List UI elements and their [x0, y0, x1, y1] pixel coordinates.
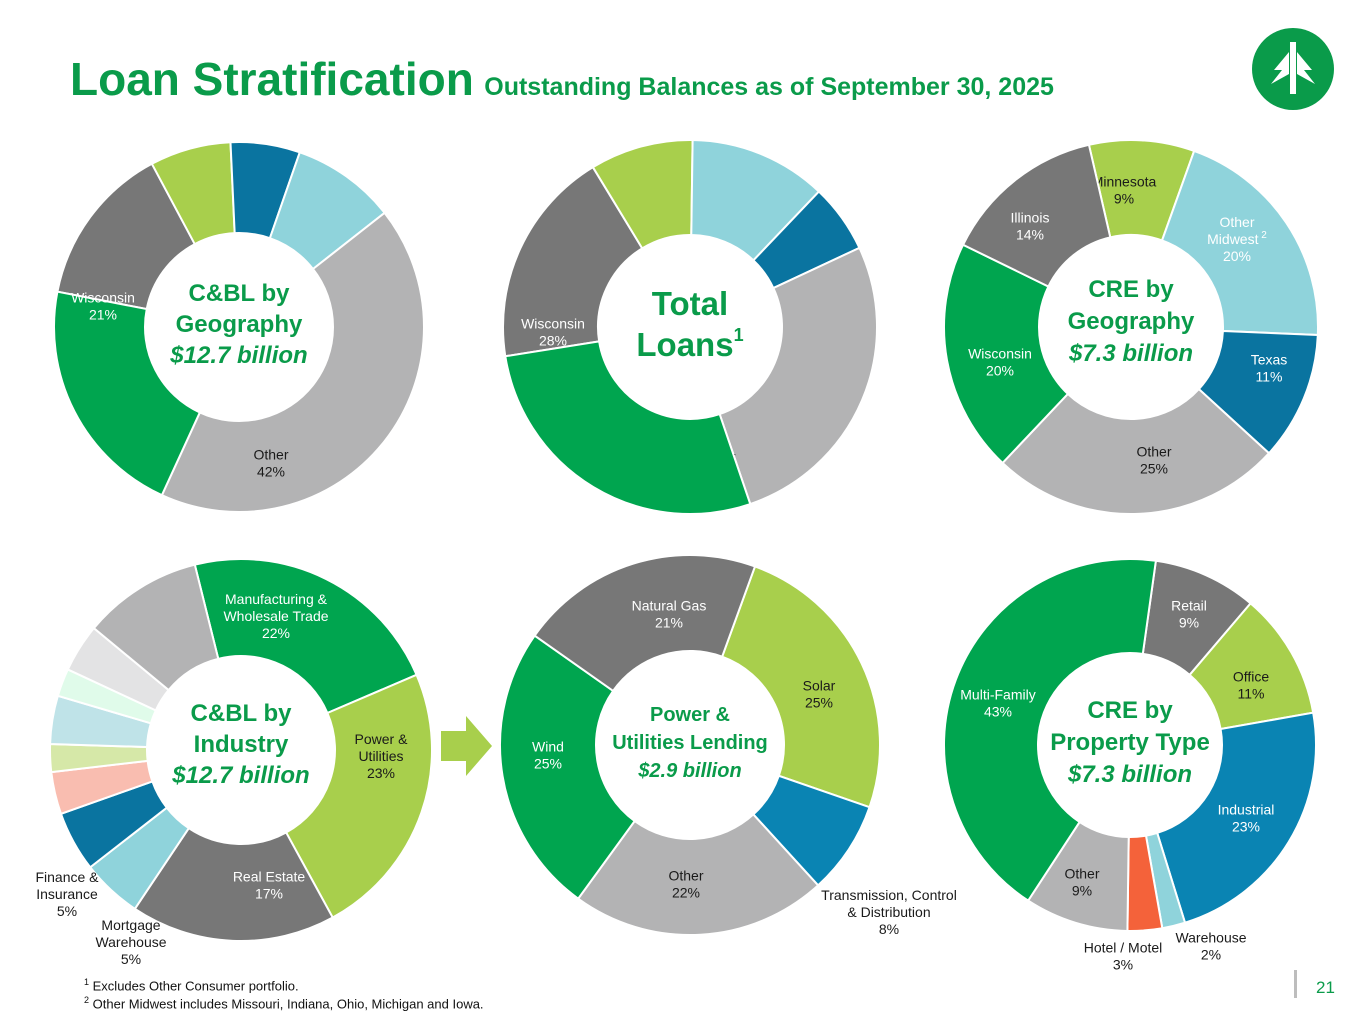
cre-property-slice-multi-family	[943, 558, 1158, 903]
cre-geo-label-minnesota: Minnesota 9%	[1092, 174, 1157, 207]
power-utilities-label-solar: Solar 25%	[803, 678, 836, 711]
cre-geo-label-other-midwest: Other Midwest 2 20%	[1207, 214, 1267, 264]
cbl-industry-slice-unlabeled-10	[92, 563, 220, 692]
power-utilities-slice-solar	[720, 565, 881, 809]
cre-geo-label-wisconsin: Wisconsin 20%	[968, 346, 1032, 379]
power-utilities-chart: Solar 25% Transmission, Control & Distribut…	[499, 554, 957, 937]
cbl-industry-slice-manufacturing-wholesale-trade	[193, 558, 418, 715]
cbl-industry-center-title: C&BL by Industry $12.7 billion	[171, 700, 309, 789]
cbl-industry-label-mortgage-warehouse: Mortgage Warehouse 5%	[95, 917, 166, 967]
title-main: Loan Stratification	[70, 53, 474, 105]
power-utilities-slice-wind	[499, 634, 637, 901]
cre-property-label-warehouse: Warehouse 2%	[1175, 930, 1246, 963]
cre-geo-slice-illinois	[961, 143, 1112, 288]
cre-property-label-hotel-motel: Hotel / Motel 3%	[1084, 940, 1163, 973]
power-utilities-label-other: Other 22%	[668, 868, 703, 901]
cre-geo-label-other: Other 25%	[1136, 444, 1171, 477]
cbl-geo-label-other: Other 42%	[253, 447, 288, 480]
power-utilities-center-title: Power & Utilities Lending $2.9 billion	[612, 704, 768, 782]
cre-geo-center-title: CRE by Geography $7.3 billion	[1068, 276, 1195, 367]
cbl-geo-chart: Illinois14%Minnesota7%Texas6%OtherMidwes…	[53, 141, 426, 513]
cbl-geo-slice-wisconsin	[53, 290, 202, 497]
cre-property-chart: Retail 9% Office 11% Industrial 23% Warehouse 2…	[943, 558, 1317, 973]
power-utilities-slice-natural-gas	[533, 554, 757, 693]
page-title: Loan Stratification Outstanding Balances…	[70, 52, 1054, 106]
total-loans-center-title: Total Loans1	[636, 285, 743, 363]
cbl-geo-label-wisconsin: Wisconsin 21%	[71, 290, 135, 323]
right-arrow-icon	[441, 716, 492, 776]
power-utilities-label-natural-gas: Natural Gas 21%	[632, 598, 707, 631]
cre-property-center-title: CRE by Property Type $7.3 billion	[1050, 697, 1210, 788]
total-loans-slice-wisconsin	[504, 340, 752, 515]
cbl-industry-chart: Manufacturing & Wholesale Trade 22% Power &…	[35, 558, 433, 967]
cre-geo-slice-other-midwest	[1160, 149, 1319, 337]
power-utilities-label-wind: Wind 25%	[532, 739, 564, 772]
cre-property-label-office: Office 11%	[1233, 669, 1270, 702]
cre-geo-slice-other	[1001, 387, 1271, 515]
footnote-2: 2 Other Midwest includes Missouri, India…	[84, 995, 484, 1012]
cbl-industry-label-real-estate: Real Estate 17%	[233, 869, 306, 902]
cre-property-label-other: Other 9%	[1064, 866, 1099, 899]
footnote-1: 1 Excludes Other Consumer portfolio.	[84, 977, 299, 994]
tree-icon	[1252, 28, 1334, 110]
page-divider	[1294, 970, 1297, 998]
cbl-geo-slice-other	[160, 211, 426, 513]
cre-geo-label-texas: Texas 11%	[1251, 352, 1288, 385]
power-utilities-label-transmission-control-distribution: Transmission, Control & Distribution 8%	[821, 887, 957, 937]
cbl-industry-slice-power-utilities	[284, 673, 433, 919]
cre-geo-slice-wisconsin	[943, 243, 1070, 465]
cre-geo-chart: Minnesota 9% Other Midwest 2 20% Texas 11% Othe…	[943, 139, 1319, 515]
cre-property-label-industrial: Industrial 23%	[1218, 802, 1275, 835]
total-loans-slice-other	[718, 246, 878, 506]
power-utilities-slice-other	[576, 813, 820, 936]
title-subtitle: Outstanding Balances as of September 30,…	[484, 73, 1054, 101]
cre-property-slice-industrial	[1155, 711, 1317, 924]
cre-property-label-retail: Retail 9%	[1171, 598, 1207, 631]
cbl-industry-label-power-utilities: Power & Utilities 23%	[355, 731, 409, 781]
cbl-industry-label-manufacturing-wholesale-trade: Manufacturing & Wholesale Trade 22%	[223, 591, 328, 641]
cbl-geo-center-title: C&BL by Geography $12.7 billion	[169, 280, 307, 369]
total-loans-label-wisconsin: Wisconsin 28%	[521, 316, 585, 349]
cbl-industry-slice-real-estate	[133, 826, 335, 942]
cre-geo-label-illinois: Illinois 14%	[1011, 210, 1050, 243]
page-number: 21	[1316, 978, 1335, 997]
cre-property-label-multi-family: Multi-Family 43%	[960, 687, 1035, 720]
cbl-industry-label-finance-insurance: Finance & Insurance 5%	[35, 869, 99, 919]
total-loans-slice-illinois	[502, 165, 644, 358]
